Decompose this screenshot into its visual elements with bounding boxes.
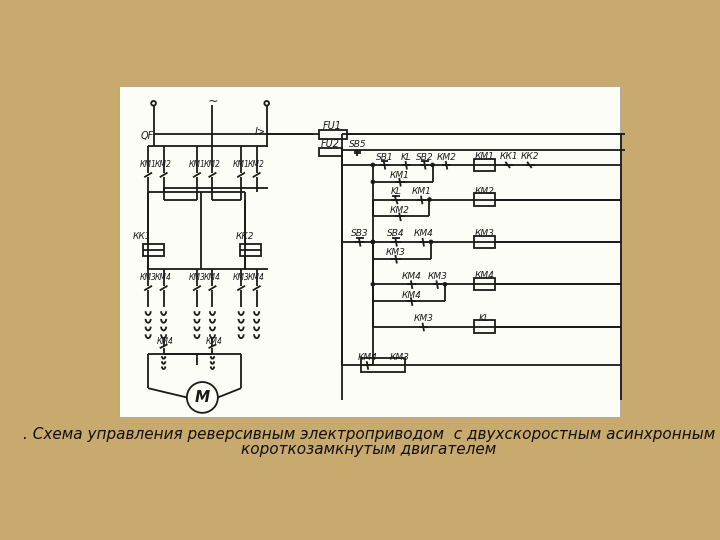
Bar — [474, 159, 495, 171]
Circle shape — [431, 163, 434, 167]
Circle shape — [428, 198, 431, 201]
Text: КМ2: КМ2 — [204, 160, 221, 168]
Text: КК2: КК2 — [521, 152, 539, 161]
Bar — [240, 244, 261, 256]
Text: КМ1: КМ1 — [474, 152, 495, 161]
Text: KL: KL — [401, 153, 412, 161]
Text: КК1: КК1 — [132, 232, 151, 241]
Bar — [120, 86, 620, 417]
Text: . Схема управления реверсивным электроприводом  с двухскоростным асинхронным: . Схема управления реверсивным электропр… — [23, 427, 715, 442]
Text: KL: KL — [391, 187, 402, 197]
Text: КМ4: КМ4 — [157, 338, 174, 347]
Circle shape — [264, 101, 269, 106]
Text: SB2: SB2 — [416, 153, 433, 161]
Text: КМ3: КМ3 — [140, 273, 156, 282]
Text: КМ3: КМ3 — [474, 229, 495, 238]
Text: КМ3: КМ3 — [390, 353, 410, 362]
Circle shape — [429, 240, 433, 244]
Text: КМ1: КМ1 — [390, 171, 410, 180]
Bar — [319, 130, 346, 139]
Text: QF: QF — [140, 131, 153, 140]
Text: КМ4: КМ4 — [402, 272, 422, 281]
Text: FU1: FU1 — [323, 120, 342, 131]
Circle shape — [371, 180, 375, 184]
Text: ~: ~ — [207, 95, 217, 108]
Text: КМ1: КМ1 — [140, 160, 156, 168]
Bar — [474, 193, 495, 206]
Circle shape — [443, 282, 447, 286]
Bar — [474, 236, 495, 248]
Text: КМ3: КМ3 — [386, 248, 406, 257]
Text: КК2: КК2 — [235, 232, 254, 241]
Text: КМ4: КМ4 — [474, 271, 495, 280]
Text: SB3: SB3 — [351, 229, 369, 238]
Text: КМ4: КМ4 — [248, 273, 265, 282]
Text: SB4: SB4 — [387, 229, 405, 238]
Text: SB5: SB5 — [348, 140, 366, 149]
Text: SB1: SB1 — [376, 153, 393, 161]
Text: КМ2: КМ2 — [436, 153, 456, 161]
Circle shape — [187, 382, 218, 413]
Circle shape — [151, 101, 156, 106]
Circle shape — [371, 240, 375, 244]
Text: КМ2: КМ2 — [474, 187, 495, 195]
Text: КМ2: КМ2 — [390, 206, 410, 215]
Text: КМ1: КМ1 — [233, 160, 250, 168]
Text: короткозамкнутым двигателем: короткозамкнутым двигателем — [241, 442, 497, 457]
Text: КМ2: КМ2 — [156, 160, 172, 168]
Text: КМ4: КМ4 — [402, 291, 422, 300]
Circle shape — [371, 163, 375, 167]
Text: FU2: FU2 — [320, 139, 340, 149]
Text: КМ1: КМ1 — [412, 187, 431, 197]
Bar — [319, 148, 342, 156]
Text: КМ4: КМ4 — [204, 273, 221, 282]
Bar — [143, 244, 163, 256]
Text: КМ4: КМ4 — [206, 338, 222, 347]
Text: КК1: КК1 — [499, 152, 518, 161]
Text: КМ4: КМ4 — [413, 229, 433, 238]
Text: М: М — [195, 390, 210, 405]
Text: КМ3: КМ3 — [189, 273, 205, 282]
Circle shape — [371, 240, 375, 244]
Text: KL: KL — [479, 314, 490, 322]
Text: КМ3: КМ3 — [427, 272, 447, 281]
Text: КМ4: КМ4 — [156, 273, 172, 282]
Circle shape — [371, 282, 375, 286]
Bar — [474, 320, 495, 333]
Bar — [474, 278, 495, 291]
Text: КМ2: КМ2 — [248, 160, 265, 168]
Bar — [361, 358, 405, 372]
Text: КМ3: КМ3 — [233, 273, 250, 282]
Text: КМ1: КМ1 — [189, 160, 205, 168]
Text: КМ3: КМ3 — [413, 314, 433, 323]
Text: I>: I> — [255, 127, 266, 137]
Text: КМ4: КМ4 — [358, 353, 377, 362]
